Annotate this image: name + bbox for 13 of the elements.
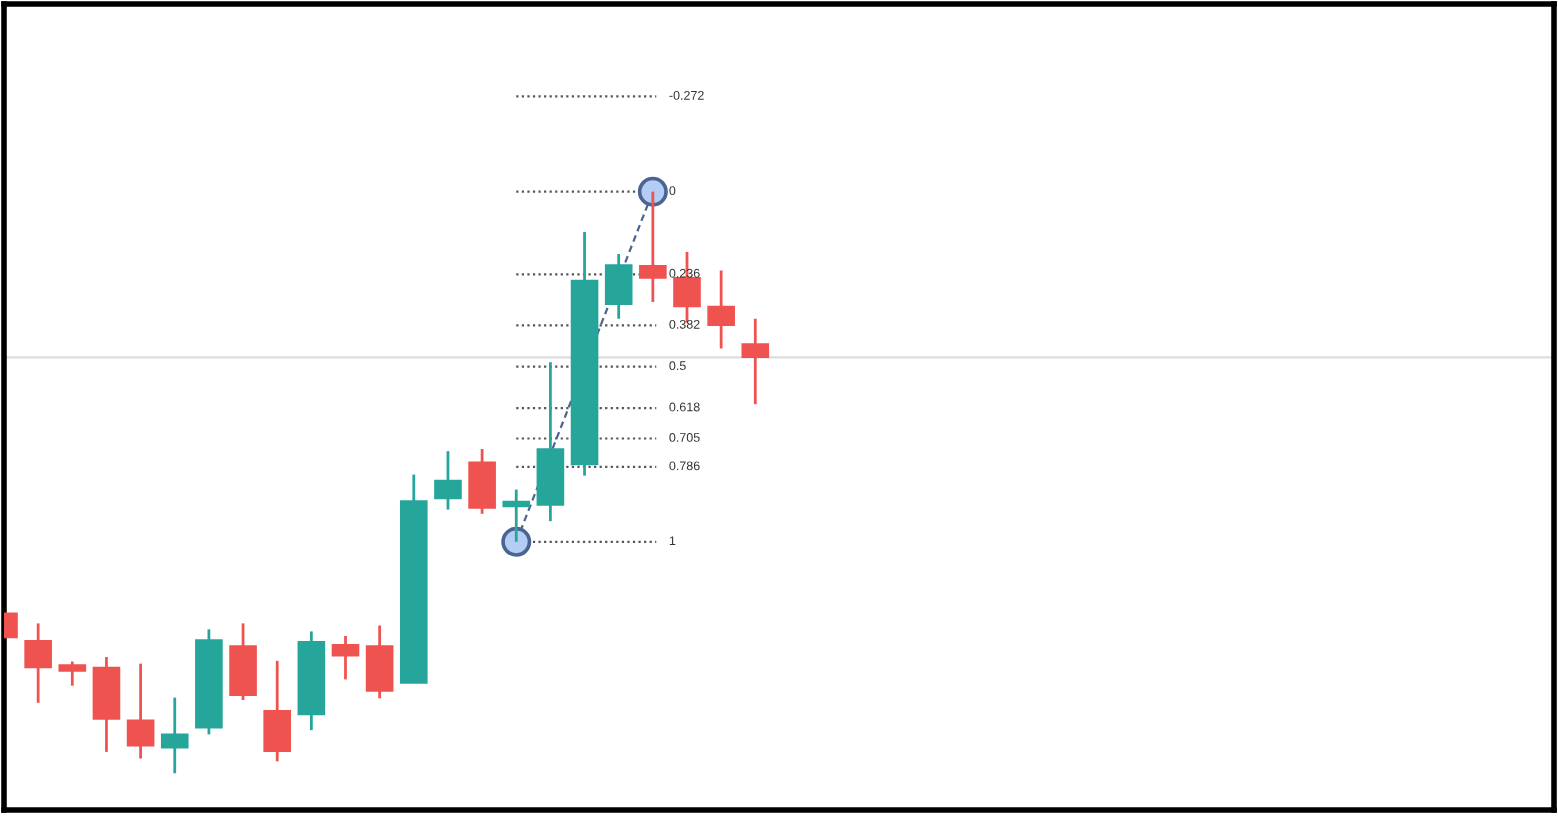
candlestick <box>126 662 155 760</box>
candlestick <box>24 621 52 705</box>
candlestick <box>741 317 770 406</box>
candlestick <box>434 449 462 511</box>
candlestick <box>468 447 496 516</box>
candlestick <box>707 269 735 350</box>
candlestick <box>673 250 701 325</box>
candlestick <box>365 624 394 700</box>
candlestick <box>331 634 360 681</box>
candlestick <box>263 659 292 763</box>
candlestick <box>160 696 189 775</box>
candlestick <box>58 660 87 688</box>
candlestick <box>604 252 633 321</box>
